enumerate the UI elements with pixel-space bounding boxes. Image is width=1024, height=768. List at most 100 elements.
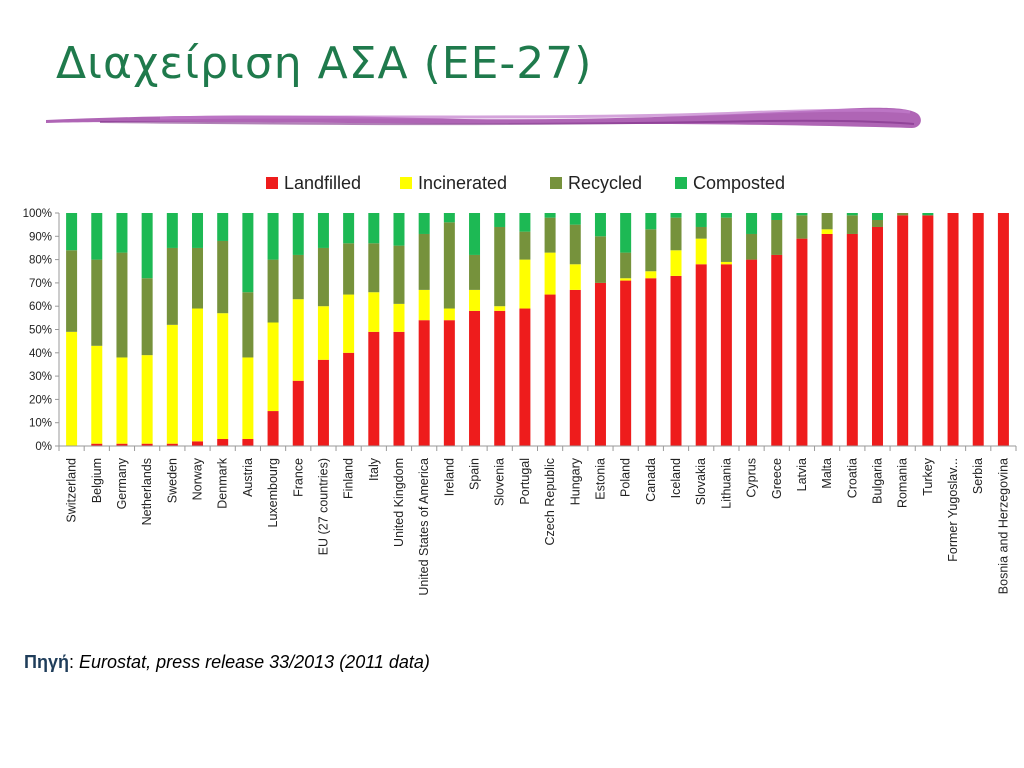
bar-recycled bbox=[519, 231, 531, 260]
bar-landfilled bbox=[594, 282, 606, 446]
legend-swatch-landfilled bbox=[266, 177, 278, 189]
bar-landfilled bbox=[897, 215, 909, 446]
bar-composted bbox=[746, 213, 758, 234]
bar-composted bbox=[116, 213, 128, 253]
bar-incinerated bbox=[141, 355, 153, 444]
bar-landfilled bbox=[116, 443, 128, 446]
stacked-bar-chart: Landfilled Incinerated Recycled Composted 0… bbox=[23, 173, 1017, 596]
bar-recycled bbox=[695, 226, 707, 239]
x-category-label: Luxembourg bbox=[266, 458, 280, 528]
bar-recycled bbox=[746, 233, 758, 260]
bar-incinerated bbox=[443, 308, 455, 321]
y-axis: 0% 10% 20% 30% 40% 50% 60% 70% 80% 90% 100% bbox=[23, 208, 60, 453]
y-tick-label: 60% bbox=[29, 301, 52, 313]
bar-incinerated bbox=[166, 324, 178, 444]
y-tick-label: 100% bbox=[23, 208, 52, 220]
bar-incinerated bbox=[720, 261, 732, 265]
bar-landfilled bbox=[620, 280, 632, 446]
bar-composted bbox=[645, 213, 657, 230]
bar-recycled bbox=[292, 254, 304, 300]
bar-recycled bbox=[91, 259, 103, 346]
x-category-label: Norway bbox=[191, 457, 205, 500]
bar-landfilled bbox=[418, 320, 430, 446]
x-category-label: Malta bbox=[820, 458, 834, 489]
bar-landfilled bbox=[343, 352, 355, 446]
x-category-label: Cyprus bbox=[745, 458, 759, 498]
bar-recycled bbox=[569, 224, 581, 265]
bar-incinerated bbox=[66, 331, 78, 446]
bar-composted bbox=[192, 213, 204, 248]
bar-recycled bbox=[645, 229, 657, 272]
bar-recycled bbox=[846, 215, 858, 234]
bar-composted bbox=[922, 213, 934, 216]
bar-landfilled bbox=[469, 310, 481, 446]
x-category-label: Iceland bbox=[669, 458, 683, 498]
bar-landfilled bbox=[796, 238, 808, 446]
bar-composted bbox=[569, 213, 581, 225]
bar-landfilled bbox=[670, 275, 682, 446]
bar-landfilled bbox=[746, 259, 758, 446]
bar-recycled bbox=[897, 213, 909, 216]
bar-incinerated bbox=[620, 278, 632, 281]
bar-recycled bbox=[494, 226, 506, 307]
x-axis: Switzerland Belgium Germany Netherlands Swed… bbox=[58, 445, 1017, 596]
x-category-label: Serbia bbox=[971, 458, 985, 494]
bar-recycled bbox=[771, 219, 783, 255]
bar-landfilled bbox=[368, 331, 380, 446]
x-category-label: Finland bbox=[342, 458, 356, 499]
bar-recycled bbox=[443, 222, 455, 309]
bar-incinerated bbox=[418, 289, 430, 321]
bar-landfilled bbox=[317, 359, 329, 446]
bar-composted bbox=[242, 213, 254, 293]
legend-label-recycled: Recycled bbox=[568, 173, 642, 193]
bar-landfilled bbox=[242, 439, 254, 446]
bar-composted bbox=[292, 213, 304, 255]
y-tick-label: 90% bbox=[29, 231, 52, 243]
bar-composted bbox=[317, 213, 329, 248]
y-tick-label: 40% bbox=[29, 348, 52, 360]
x-category-label: Former Yugoslav... bbox=[946, 458, 960, 562]
bar-composted bbox=[494, 213, 506, 227]
bar-composted bbox=[443, 213, 455, 223]
bar-incinerated bbox=[569, 264, 581, 290]
bar-landfilled bbox=[292, 380, 304, 446]
bar-recycled bbox=[620, 252, 632, 279]
bar-recycled bbox=[267, 259, 279, 323]
x-category-label: Estonia bbox=[593, 458, 607, 500]
bar-incinerated bbox=[494, 306, 506, 311]
x-category-label: Croatia bbox=[845, 458, 859, 498]
x-category-label: France bbox=[291, 458, 305, 497]
bar-composted bbox=[418, 213, 430, 234]
bar-landfilled bbox=[871, 226, 883, 446]
bar-composted bbox=[141, 213, 153, 279]
bar-incinerated bbox=[217, 313, 229, 440]
x-category-label: Bosnia and Herzegovina bbox=[996, 458, 1010, 594]
bar-incinerated bbox=[116, 357, 128, 444]
bar-recycled bbox=[821, 213, 833, 230]
bar-recycled bbox=[343, 243, 355, 295]
bar-composted bbox=[720, 213, 732, 218]
bar-landfilled bbox=[519, 308, 531, 446]
bar-composted bbox=[393, 213, 405, 246]
chart-legend: Landfilled Incinerated Recycled Composted bbox=[266, 173, 785, 193]
bar-recycled bbox=[116, 252, 128, 358]
bar-composted bbox=[670, 213, 682, 218]
bar-recycled bbox=[469, 254, 481, 290]
bar-composted bbox=[544, 213, 556, 218]
bar-composted bbox=[871, 213, 883, 220]
bar-composted bbox=[796, 213, 808, 216]
slide-title: Διαχείριση ΑΣΑ (ΕΕ-27) bbox=[56, 38, 593, 89]
bar-landfilled bbox=[922, 215, 934, 446]
x-category-label: Canada bbox=[644, 458, 658, 502]
bar-recycled bbox=[544, 217, 556, 253]
bar-landfilled bbox=[267, 411, 279, 446]
x-category-label: EU (27 countries) bbox=[316, 458, 330, 555]
legend-label-incinerated: Incinerated bbox=[418, 173, 507, 193]
bar-landfilled bbox=[192, 441, 204, 446]
x-category-label: Greece bbox=[770, 458, 784, 499]
bar-landfilled bbox=[695, 264, 707, 446]
x-category-label: Austria bbox=[241, 458, 255, 497]
x-category-label: Portugal bbox=[518, 458, 532, 505]
x-category-label: Netherlands bbox=[140, 458, 154, 525]
bar-landfilled bbox=[997, 213, 1009, 446]
